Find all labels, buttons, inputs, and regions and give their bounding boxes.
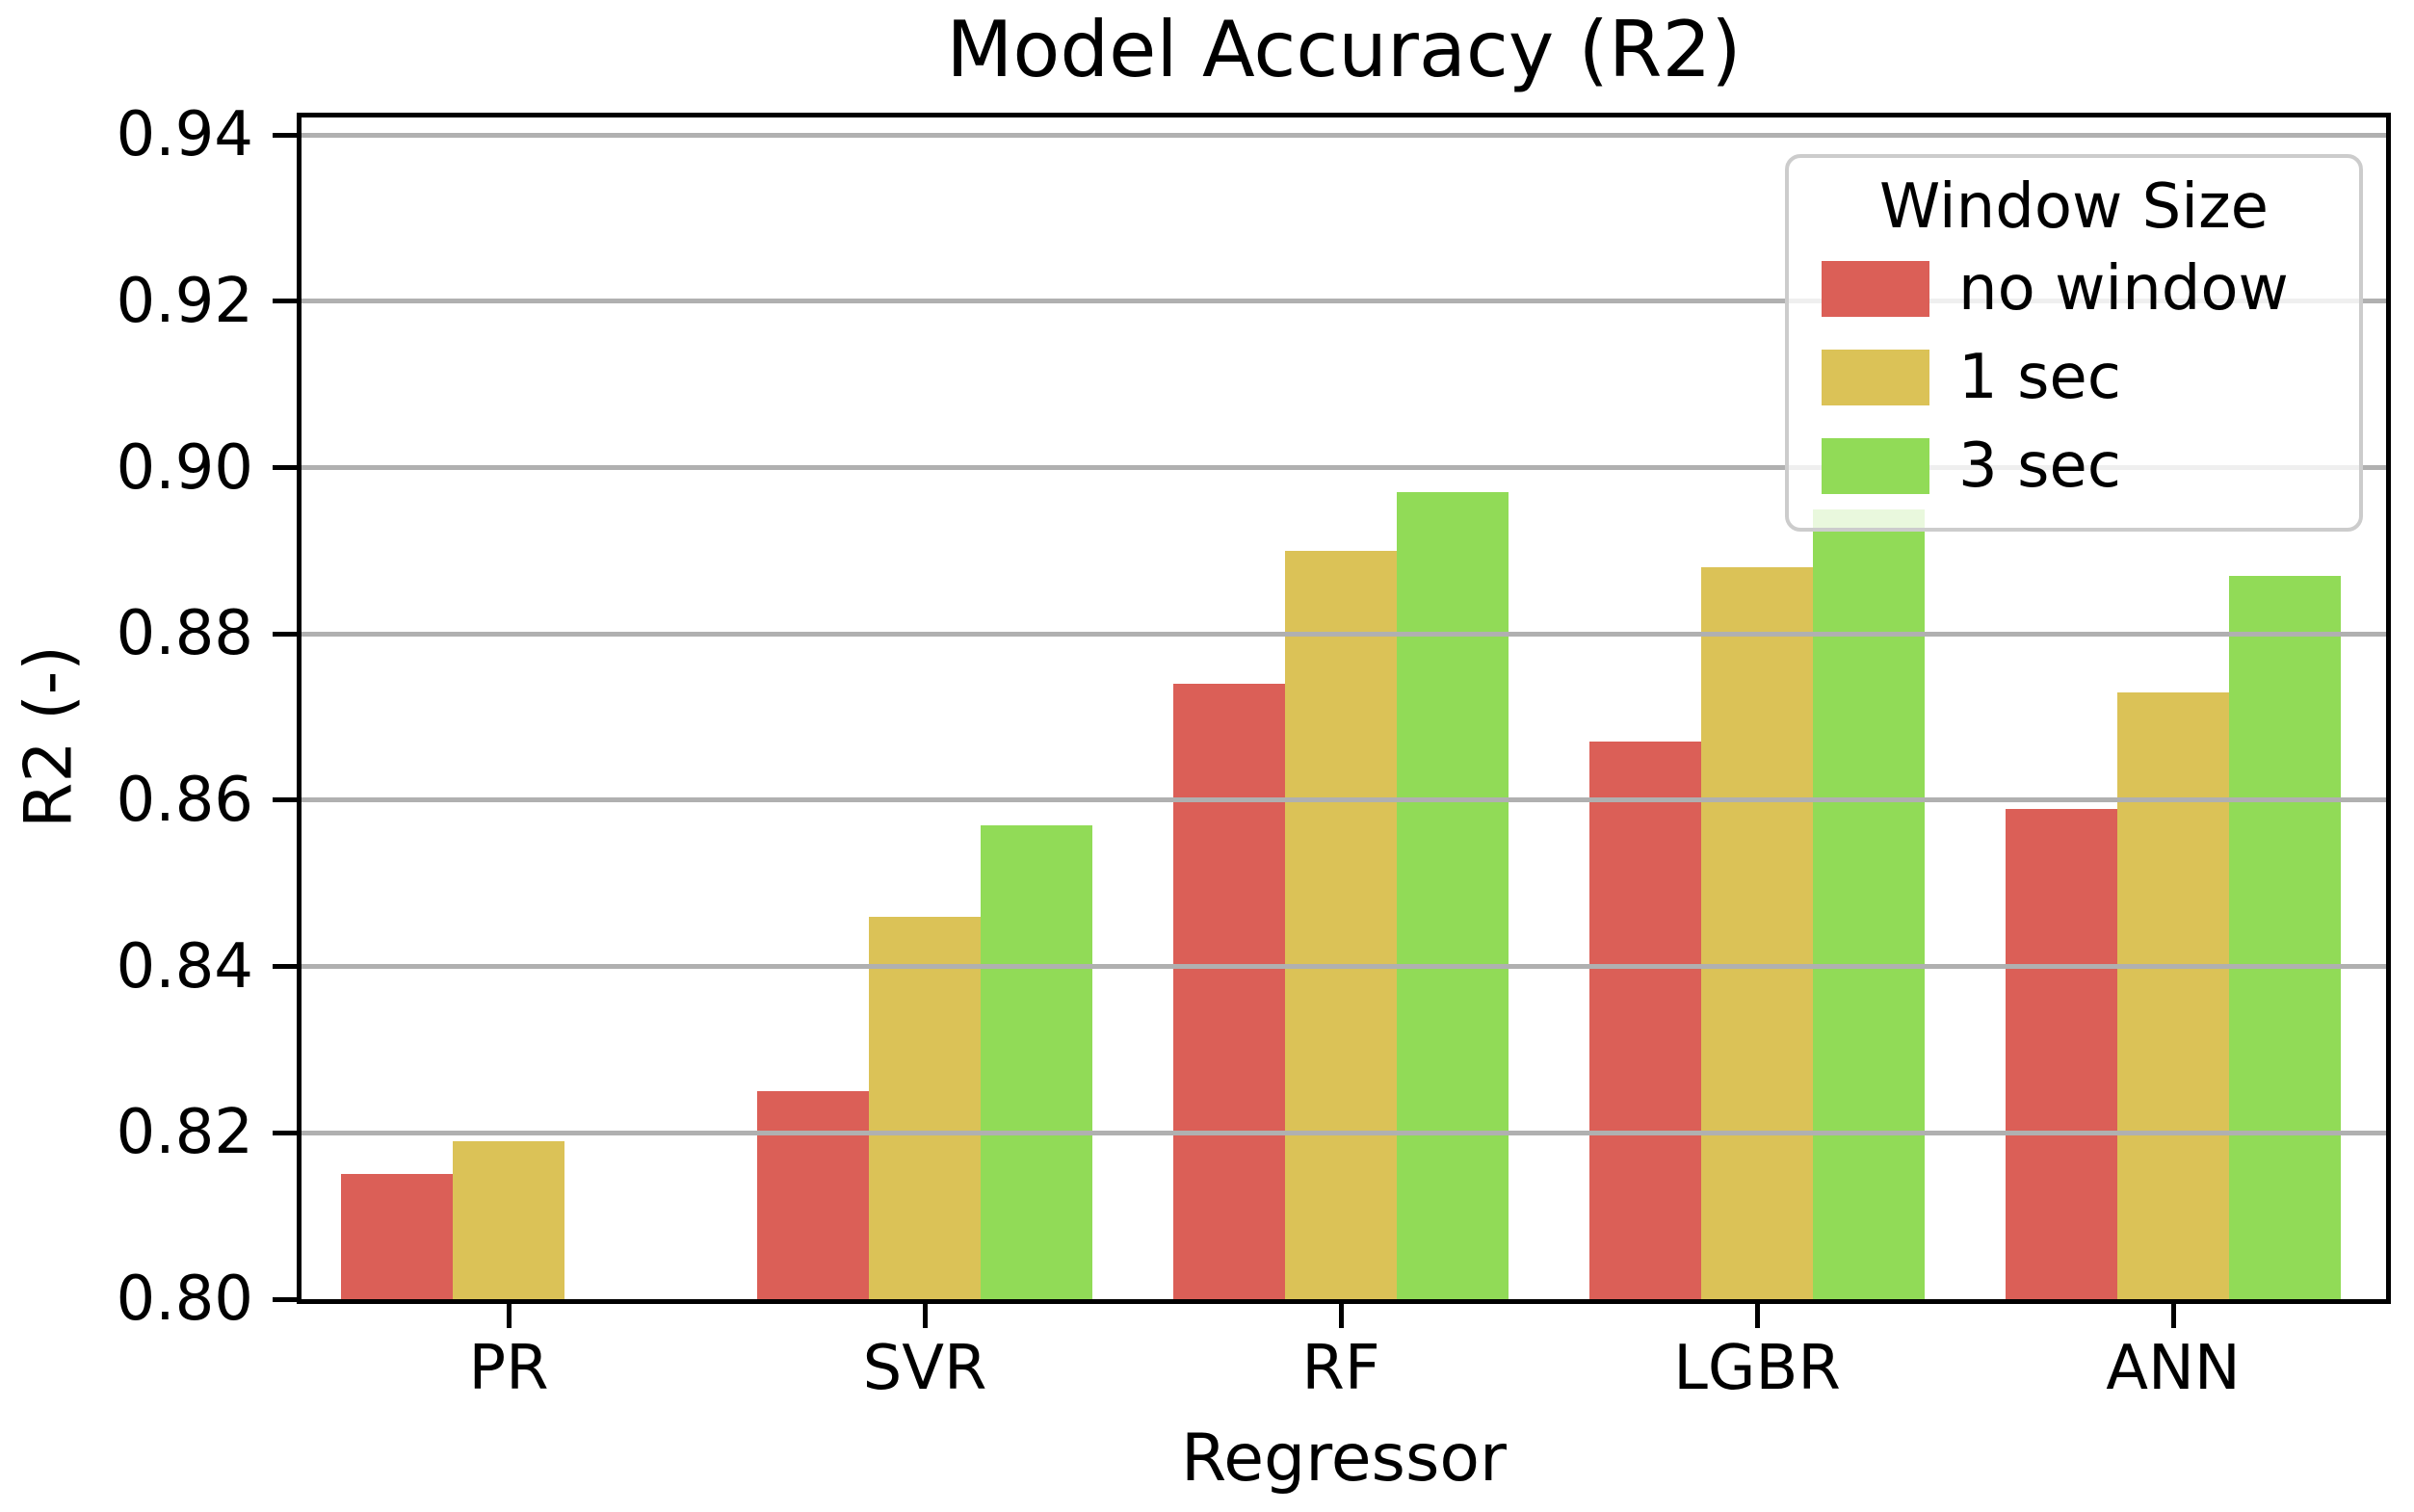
y-axis-label: R2 (-) [11,645,88,828]
bar-ann-3-sec [2229,575,2341,1299]
x-tick [1338,1304,1344,1328]
y-tick [273,132,297,138]
legend-swatch-3-sec [1822,438,1929,494]
y-tick-label: 0.80 [116,1264,254,1335]
x-tick [506,1304,512,1328]
x-tick-label: ANN [2106,1333,2241,1404]
gridline [302,465,2386,471]
legend-swatch-1-sec [1822,350,1929,405]
x-tick [1754,1304,1760,1328]
x-tick-label: SVR [862,1333,987,1404]
gridline [302,299,2386,304]
x-tick-label: RF [1301,1333,1380,1404]
y-tick-label: 0.90 [116,431,254,504]
bar-ann-1-sec [2117,691,2229,1299]
gridline [302,132,2386,138]
legend-swatch-no-window [1822,261,1929,317]
gridline [302,797,2386,803]
bar-rf-no-window [1173,684,1285,1299]
x-tick [922,1304,928,1328]
gridline [302,1130,2386,1135]
bar-pr-1-sec [453,1140,564,1299]
legend-label-1-sec: 1 sec [1958,342,2121,413]
legend-title: Window Size [1878,171,2270,243]
bar-ann-no-window [2006,808,2117,1299]
y-tick [273,299,297,304]
x-tick-label: LGBR [1673,1333,1841,1404]
y-tick [273,797,297,803]
bar-svr-3-sec [981,824,1092,1299]
x-tick-label: PR [468,1333,549,1404]
y-tick [273,631,297,637]
y-tick [273,465,297,471]
y-tick [273,1130,297,1135]
y-tick [273,964,297,970]
x-tick [2170,1304,2176,1328]
legend-label-3-sec: 3 sec [1958,430,2121,502]
legend-label-no-window: no window [1958,253,2289,325]
x-axis-label: Regressor [1181,1421,1507,1497]
bar-rf-1-sec [1285,550,1397,1299]
legend-item-1-sec: 1 sec [1789,333,2359,422]
legend-item-3-sec: 3 sec [1789,422,2359,510]
y-tick-label: 0.82 [116,1097,254,1169]
bar-rf-3-sec [1397,492,1509,1299]
bar-lgbr-no-window [1589,742,1701,1299]
bar-lgbr-1-sec [1701,567,1813,1299]
chart-title: Model Accuracy (R2) [946,5,1742,94]
y-tick-label: 0.86 [116,764,254,836]
gridline [302,964,2386,970]
y-tick-label: 0.88 [116,598,254,670]
gridline [302,631,2386,637]
y-tick-label: 0.92 [116,265,254,337]
bar-svr-no-window [757,1091,869,1299]
y-tick-label: 0.84 [116,930,254,1003]
bar-lgbr-3-sec [1813,508,1925,1299]
bar-svr-1-sec [869,916,981,1299]
legend: Window Size no window 1 sec 3 sec [1785,154,2363,532]
plot-area: Window Size no window 1 sec 3 sec [297,113,2391,1304]
y-tick-label: 0.94 [116,99,254,171]
y-tick [273,1296,297,1302]
legend-item-no-window: no window [1789,245,2359,333]
bar-pr-no-window [341,1174,453,1299]
